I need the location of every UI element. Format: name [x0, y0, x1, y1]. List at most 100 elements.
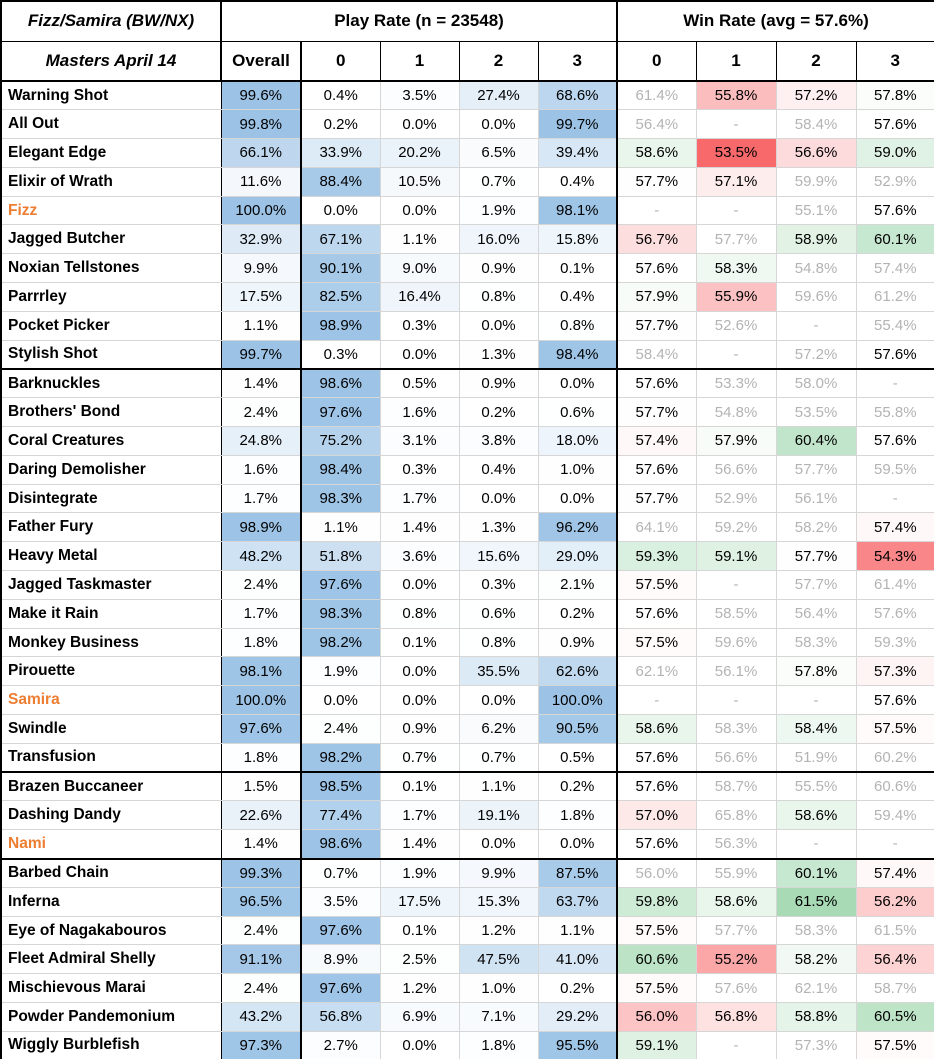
win-rate-cell: 58.5% — [695, 598, 777, 629]
win-rate-cell: - — [855, 483, 934, 514]
overall-play-rate-cell: 1.8% — [220, 627, 302, 658]
win-rate-cell: 57.6% — [855, 339, 934, 370]
play-rate-cell: 3.5% — [300, 886, 381, 917]
play-rate-cell: 0.2% — [537, 973, 618, 1003]
champion-name-cell: Fizz — [0, 195, 222, 226]
play-copies-1-header: 1 — [379, 40, 460, 82]
play-rate-cell: 90.1% — [300, 253, 381, 284]
play-rate-cell: 1.9% — [458, 195, 539, 226]
card-name-cell: Warning Shot — [0, 80, 222, 111]
win-rate-cell: 57.6% — [616, 454, 697, 485]
win-rate-cell: 58.4% — [775, 109, 857, 140]
win-rate-cell: - — [695, 570, 777, 600]
play-rate-cell: 1.4% — [379, 512, 460, 543]
win-rate-cell: 58.2% — [775, 944, 857, 975]
play-rate-cell: 6.2% — [458, 714, 539, 744]
win-rate-cell: 53.5% — [695, 138, 777, 168]
win-rate-cell: 51.9% — [775, 742, 857, 774]
win-rate-cell: 60.1% — [775, 858, 857, 888]
play-rate-cell: 97.6% — [300, 570, 381, 600]
win-rate-cell: 57.6% — [855, 109, 934, 140]
overall-play-rate-cell: 99.6% — [220, 80, 302, 111]
play-rate-cell: 1.0% — [458, 973, 539, 1003]
play-rate-group-header: Play Rate (n = 23548) — [219, 0, 618, 42]
card-name-cell: Brothers' Bond — [0, 397, 222, 428]
overall-play-rate-cell: 66.1% — [220, 138, 302, 168]
overall-play-rate-cell: 97.6% — [220, 714, 302, 744]
win-rate-cell: 53.3% — [695, 368, 777, 399]
win-rate-cell: 60.1% — [855, 224, 934, 255]
win-rate-cell: 65.8% — [695, 800, 777, 831]
play-rate-cell: 16.4% — [379, 282, 460, 312]
win-rate-cell: - — [855, 368, 934, 399]
card-row: Fleet Admiral Shelly 91.1% 8.9% 2.5% 47.5% 41… — [0, 944, 934, 975]
win-rate-group-header: Win Rate (avg = 57.6%) — [616, 0, 934, 42]
overall-play-rate-cell: 2.4% — [220, 915, 302, 946]
overall-play-rate-cell: 98.9% — [220, 512, 302, 543]
card-name-cell: Powder Pandemonium — [0, 1002, 222, 1032]
win-rate-cell: 56.4% — [855, 944, 934, 975]
play-rate-cell: 98.1% — [537, 195, 618, 226]
win-rate-cell: 61.5% — [775, 886, 857, 917]
play-rate-cell: 1.3% — [458, 339, 539, 370]
card-row: Swindle 97.6% 2.4% 0.9% 6.2% 90.5% 58.6% 58.3% 5… — [0, 714, 934, 744]
win-rate-cell: 57.5% — [616, 915, 697, 946]
play-copies-0-header: 0 — [300, 40, 381, 82]
card-name-cell: Eye of Nagakabouros — [0, 915, 222, 946]
win-rate-cell: 60.5% — [855, 1002, 934, 1032]
play-rate-cell: 8.9% — [300, 944, 381, 975]
play-rate-cell: 0.0% — [300, 195, 381, 226]
play-rate-cell: 1.0% — [537, 454, 618, 485]
card-row: Brazen Buccaneer 1.5% 98.5% 0.1% 1.1% 0.2% 57.… — [0, 771, 934, 802]
play-rate-cell: 0.3% — [379, 454, 460, 485]
play-rate-cell: 77.4% — [300, 800, 381, 831]
play-rate-cell: 0.1% — [379, 627, 460, 658]
card-name-cell: Monkey Business — [0, 627, 222, 658]
win-rate-cell: 57.6% — [616, 368, 697, 399]
win-rate-cell: 57.6% — [616, 742, 697, 774]
win-rate-cell: 57.7% — [695, 224, 777, 255]
play-copies-3-header: 3 — [537, 40, 618, 82]
play-rate-cell: 33.9% — [300, 138, 381, 168]
card-name-cell: Daring Demolisher — [0, 454, 222, 485]
card-row: Nami 1.4% 98.6% 1.4% 0.0% 0.0% 57.6% 56.3% - - — [0, 829, 934, 860]
play-rate-cell: 2.1% — [537, 570, 618, 600]
win-rate-cell: 57.6% — [855, 195, 934, 226]
win-rate-cell: 56.6% — [775, 138, 857, 168]
overall-column-header: Overall — [220, 40, 302, 82]
play-rate-cell: 6.9% — [379, 1002, 460, 1032]
play-rate-cell: 1.1% — [458, 771, 539, 802]
card-row: All Out 99.8% 0.2% 0.0% 0.0% 99.7% 56.4% -58.4%… — [0, 109, 934, 140]
win-rate-cell: 61.2% — [855, 282, 934, 312]
card-row: Jagged Taskmaster 2.4% 97.6% 0.0% 0.3% 2.1% 57… — [0, 570, 934, 600]
play-rate-cell: 0.7% — [379, 742, 460, 774]
win-rate-cell: 57.5% — [616, 973, 697, 1003]
play-rate-cell: 0.4% — [537, 166, 618, 197]
win-rate-cell: - — [695, 685, 777, 716]
play-rate-cell: 39.4% — [537, 138, 618, 168]
overall-play-rate-cell: 99.7% — [220, 339, 302, 370]
win-rate-cell: 58.3% — [695, 714, 777, 744]
card-row: Heavy Metal 48.2% 51.8% 3.6% 15.6% 29.0% 59.3%… — [0, 541, 934, 572]
play-rate-cell: 0.0% — [379, 195, 460, 226]
play-rate-cell: 0.2% — [458, 397, 539, 428]
win-rate-cell: 62.1% — [616, 656, 697, 687]
play-rate-cell: 0.1% — [537, 253, 618, 284]
win-rate-cell: 55.2% — [695, 944, 777, 975]
card-row: Disintegrate 1.7% 98.3% 1.7% 0.0% 0.0% 57.7% 52… — [0, 483, 934, 514]
win-rate-cell: 56.1% — [695, 656, 777, 687]
card-row: Brothers' Bond 2.4% 97.6% 1.6% 0.2% 0.6% 57.7%… — [0, 397, 934, 428]
play-rate-cell: 3.1% — [379, 426, 460, 456]
play-rate-cell: 0.0% — [537, 483, 618, 514]
win-rate-cell: 58.6% — [616, 714, 697, 744]
win-rate-cell: 58.9% — [775, 224, 857, 255]
win-rate-cell: 64.1% — [616, 512, 697, 543]
win-rate-cell: 56.8% — [695, 1002, 777, 1032]
win-rate-cell: 55.9% — [695, 858, 777, 888]
overall-play-rate-cell: 100.0% — [220, 685, 302, 716]
play-rate-cell: 0.9% — [458, 253, 539, 284]
card-row: Mischievous Marai 2.4% 97.6% 1.2% 1.0% 0.2% 57… — [0, 973, 934, 1003]
card-name-cell: Coral Creatures — [0, 426, 222, 456]
play-rate-cell: 0.6% — [537, 397, 618, 428]
card-name-cell: Wiggly Burblefish — [0, 1030, 222, 1059]
